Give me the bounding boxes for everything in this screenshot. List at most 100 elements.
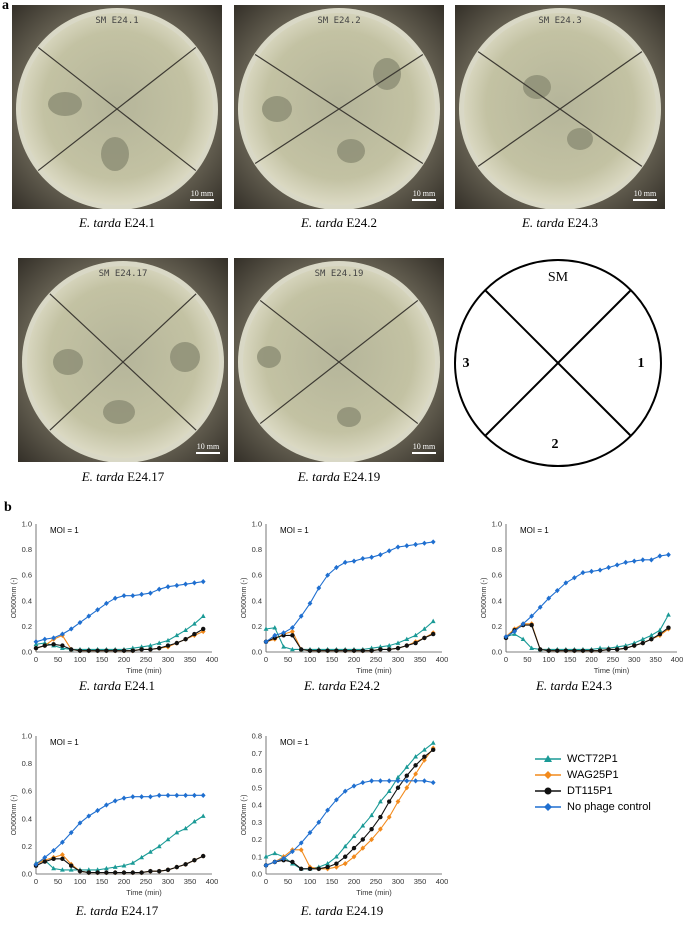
legend-swatch-dt115p1 [535, 787, 561, 795]
data-point [563, 580, 569, 586]
data-point [95, 648, 100, 653]
y-tick-label: 0.0 [252, 870, 262, 879]
data-point [148, 794, 153, 800]
data-point [95, 607, 100, 613]
data-point [183, 862, 188, 867]
data-point [165, 637, 171, 643]
data-point [606, 564, 611, 571]
data-point [77, 619, 83, 626]
y-tick-label: 0.3 [252, 818, 262, 827]
x-tick-label: 300 [162, 655, 175, 664]
schematic-label-3: 3 [463, 356, 470, 371]
data-point [520, 636, 526, 641]
x-tick-label: 50 [54, 877, 62, 886]
data-point [307, 648, 313, 653]
schematic-line-2 [484, 289, 632, 437]
data-point [529, 613, 535, 619]
x-tick-label: 350 [414, 877, 427, 886]
data-point [95, 807, 100, 814]
plate-photo-e24-2: SM E24.2 10 mm [234, 5, 444, 209]
data-point [290, 859, 295, 865]
data-point [422, 754, 427, 759]
data-point [33, 639, 39, 645]
x-tick-label: 100 [542, 655, 555, 664]
data-point [422, 626, 427, 631]
plate-caption-e24-3: E. tarda E24.3 [521, 215, 599, 230]
data-point [148, 647, 153, 652]
data-point [342, 861, 348, 867]
data-point [351, 833, 357, 838]
plate-lid-text: SM E24.17 [99, 269, 148, 279]
chart-caption-e24-19: E. tarda E24.19 [300, 903, 384, 918]
x-tick-label: 100 [74, 655, 87, 664]
data-point [157, 869, 162, 874]
data-point [369, 826, 374, 832]
x-tick-label: 400 [436, 877, 449, 886]
data-point [272, 850, 278, 856]
x-tick-label: 300 [162, 877, 175, 886]
data-point [395, 774, 401, 780]
data-point [386, 814, 392, 820]
data-point [299, 647, 304, 652]
data-point [156, 640, 162, 645]
data-point [299, 866, 304, 872]
data-point [272, 625, 278, 630]
y-tick-label: 0.6 [252, 571, 262, 580]
data-point [77, 869, 83, 874]
x-tick-label: 0 [264, 877, 268, 886]
data-point [130, 593, 136, 599]
data-point [112, 798, 118, 804]
legend-label: No phage control [567, 801, 651, 813]
legend-label: WAG25P1 [567, 769, 619, 781]
data-point [623, 645, 628, 651]
data-point [60, 867, 65, 872]
x-tick-label: 400 [671, 655, 684, 664]
chart-legend: WCT72P1 WAG25P1 DT115P1 No phage control [535, 751, 651, 815]
data-point [360, 779, 366, 786]
data-point [580, 648, 586, 653]
data-point [413, 771, 418, 777]
data-point [86, 870, 92, 875]
x-tick-label: 0 [34, 655, 38, 664]
data-point [666, 612, 671, 617]
data-point [378, 814, 383, 820]
data-point [148, 643, 153, 648]
x-axis-label: Time (min) [594, 666, 630, 675]
data-point [316, 866, 321, 872]
data-point [529, 622, 534, 628]
data-point [589, 648, 594, 653]
plate-photo-e24-3: SM E24.3 10 mm [455, 5, 665, 209]
growth-chart-e24-2: 0.0 0.2 0.4 0.6 0.8 1.0 0 50 100 150 200 250 300 350 4… [241, 520, 448, 676]
data-point [386, 788, 392, 793]
data-point [342, 559, 348, 565]
y-axis-label: OD600nm (-) [481, 578, 488, 619]
data-point [546, 595, 552, 601]
data-point [33, 861, 39, 867]
legend-swatch-wag25p1 [535, 771, 561, 779]
x-tick-label: 150 [96, 655, 109, 664]
data-point [512, 628, 517, 635]
data-point [387, 799, 392, 804]
data-point [95, 870, 100, 875]
data-point [156, 843, 162, 849]
data-point [378, 644, 383, 649]
data-point [130, 860, 136, 865]
data-point [200, 813, 206, 818]
data-point [378, 798, 383, 804]
data-point [334, 854, 339, 859]
data-point [325, 648, 330, 653]
chart-caption-e24-1: E. tarda E24.1 [78, 678, 156, 693]
data-point [33, 645, 39, 651]
y-tick-label: 0.0 [22, 648, 32, 657]
y-tick-label: 0.8 [22, 545, 32, 554]
schematic-circle [454, 259, 662, 467]
data-point [386, 778, 392, 784]
data-point [404, 785, 410, 791]
data-point [192, 631, 197, 637]
growth-chart-e24-1: 0.0 0.2 0.4 0.6 0.8 1.0 0 50 100 150 200 250 300 350 4… [11, 520, 218, 676]
data-point [538, 647, 543, 652]
data-point [139, 870, 144, 875]
data-point [632, 643, 637, 648]
x-tick-label: 200 [348, 655, 361, 664]
data-point [165, 867, 171, 873]
